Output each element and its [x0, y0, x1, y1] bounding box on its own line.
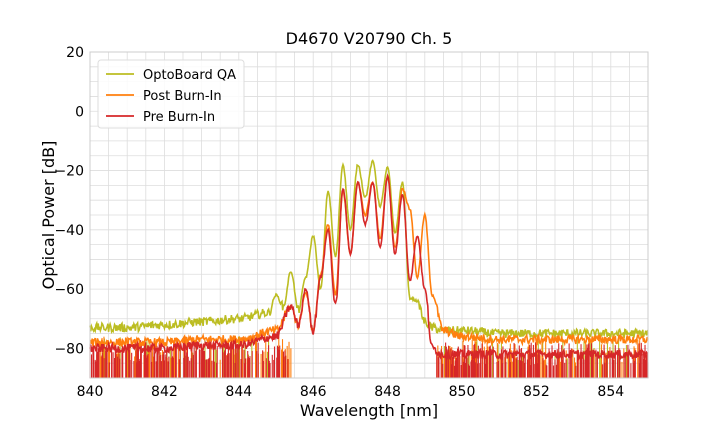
y-tick-label: −80 — [54, 341, 84, 357]
x-tick-label: 842 — [151, 384, 178, 400]
y-axis-label: Optical Power [dB] — [39, 141, 58, 290]
y-tick-label: −20 — [54, 164, 84, 180]
x-tick-label: 844 — [225, 384, 252, 400]
x-tick-label: 846 — [300, 384, 327, 400]
x-tick-label: 850 — [449, 384, 476, 400]
y-tick-label: −60 — [54, 282, 84, 298]
x-tick-label: 854 — [597, 384, 624, 400]
series-line-2 — [89, 173, 649, 362]
x-tick-label: 840 — [77, 384, 104, 400]
x-tick-labels: 840 842 844 846 848 850 852 854 — [77, 384, 625, 400]
plot-frame — [89, 51, 649, 379]
x-tick-label: 852 — [523, 384, 550, 400]
y-tick-label: 20 — [66, 45, 84, 61]
y-tick-label: −40 — [54, 223, 84, 239]
legend-box — [97, 59, 245, 129]
y-tick-label: 0 — [75, 104, 84, 120]
legend-label: OptoBoard QA — [143, 68, 236, 83]
legend-label: Pre Burn-In — [143, 110, 215, 125]
y-tick-labels: 20 0 −20 −40 −60 −80 — [54, 45, 84, 357]
legend: OptoBoard QA Post Burn-In Pre Burn-In — [97, 59, 245, 129]
x-axis-label: Wavelength [nm] — [300, 401, 438, 420]
chart-title: D4670 V20790 Ch. 5 — [286, 29, 453, 48]
series-lines — [89, 159, 649, 362]
x-tick-label: 848 — [374, 384, 401, 400]
legend-label: Post Burn-In — [143, 89, 222, 104]
